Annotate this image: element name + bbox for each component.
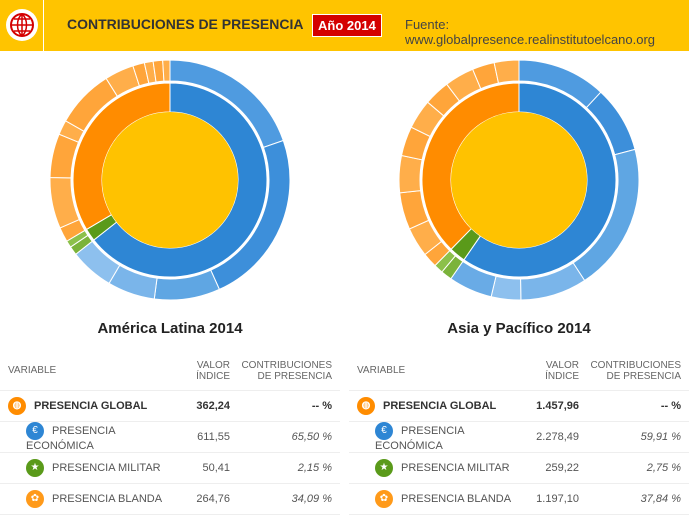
contribucion: 65,50 %: [230, 421, 340, 453]
column-header-contrib: CONTRIBUCIONES DE PRESENCIA: [230, 352, 340, 391]
contribucion: -- %: [230, 390, 340, 422]
valor-indice: 1.457,96: [519, 390, 579, 422]
donut-chart-america-latina: [50, 59, 290, 301]
column-header-variable: VARIABLE: [349, 352, 519, 391]
soft-power-icon: ✿: [26, 489, 44, 508]
column-header-contrib: CONTRIBUCIONES DE PRESENCIA: [579, 352, 689, 391]
euro-icon: €: [375, 421, 393, 440]
data-table-asia-pacifico: VARIABLE VALOR ÍNDICE CONTRIBUCIONES DE PR…: [349, 352, 689, 515]
valor-indice: 1.197,10: [519, 483, 579, 515]
table-row[interactable]: ★ PRESENCIA MILITAR 50,41 2,15 %: [0, 452, 340, 484]
valor-indice: 264,76: [170, 483, 230, 515]
center-global-presence[interactable]: [102, 112, 238, 248]
valor-indice: 2.278,49: [519, 421, 579, 453]
soft-power-icon: ✿: [375, 489, 393, 508]
globe-icon: [0, 0, 44, 51]
center-global-presence[interactable]: [451, 112, 587, 248]
globe-icon: ◍: [8, 396, 26, 415]
year-badge[interactable]: Año 2014: [312, 14, 382, 37]
variable-name: PRESENCIA GLOBAL: [34, 399, 148, 412]
contribucion: 59,91 %: [579, 421, 689, 453]
table-row[interactable]: ✿ PRESENCIA BLANDA 1.197,10 37,84 %: [349, 483, 689, 515]
variable-name: PRESENCIA ECONÓMICA: [26, 424, 115, 452]
valor-indice: 50,41: [170, 452, 230, 484]
chart-title: América Latina 2014: [97, 320, 243, 337]
military-star-icon: ★: [26, 458, 44, 477]
euro-icon: €: [26, 421, 44, 440]
header: CONTRIBUCIONES DE PRESENCIA Año 2014 Fue…: [0, 0, 689, 51]
contribucion: 37,84 %: [579, 483, 689, 515]
valor-indice: 259,22: [519, 452, 579, 484]
table-row[interactable]: € PRESENCIA ECONÓMICA 611,55 65,50 %: [0, 421, 340, 453]
variable-name: PRESENCIA BLANDA: [52, 492, 163, 505]
variable-name: PRESENCIA MILITAR: [52, 461, 161, 474]
variable-name: PRESENCIA ECONÓMICA: [375, 424, 464, 452]
outer-segment[interactable]: [162, 59, 171, 82]
contribucion: 34,09 %: [230, 483, 340, 515]
variable-name: PRESENCIA GLOBAL: [383, 399, 497, 412]
contribucion: 2,75 %: [579, 452, 689, 484]
valor-indice: 611,55: [170, 421, 230, 453]
data-table-america-latina: VARIABLE VALOR ÍNDICE CONTRIBUCIONES DE PR…: [0, 352, 340, 515]
table-row[interactable]: ✿ PRESENCIA BLANDA 264,76 34,09 %: [0, 483, 340, 515]
column-header-variable: VARIABLE: [0, 352, 170, 391]
valor-indice: 362,24: [170, 390, 230, 422]
military-star-icon: ★: [375, 458, 393, 477]
globe-icon: ◍: [357, 396, 375, 415]
chart-title: Asia y Pacífico 2014: [447, 320, 591, 337]
table-row[interactable]: ◍ PRESENCIA GLOBAL 362,24 -- %: [0, 390, 340, 422]
table-row[interactable]: ★ PRESENCIA MILITAR 259,22 2,75 %: [349, 452, 689, 484]
column-header-valor: VALOR ÍNDICE: [519, 352, 579, 391]
table-row[interactable]: € PRESENCIA ECONÓMICA 2.278,49 59,91 %: [349, 421, 689, 453]
contribucion: -- %: [579, 390, 689, 422]
donut-chart-asia-pacifico: [399, 59, 639, 301]
table-row[interactable]: ◍ PRESENCIA GLOBAL 1.457,96 -- %: [349, 390, 689, 422]
variable-name: PRESENCIA BLANDA: [401, 492, 512, 505]
variable-name: PRESENCIA MILITAR: [401, 461, 510, 474]
outer-segment[interactable]: [493, 59, 520, 84]
column-header-valor: VALOR ÍNDICE: [170, 352, 230, 391]
outer-segment[interactable]: [399, 154, 423, 194]
page-title: CONTRIBUCIONES DE PRESENCIA: [67, 16, 304, 32]
source-link[interactable]: Fuente: www.globalpresence.realinstituto…: [405, 17, 656, 47]
contribucion: 2,15 %: [230, 452, 340, 484]
